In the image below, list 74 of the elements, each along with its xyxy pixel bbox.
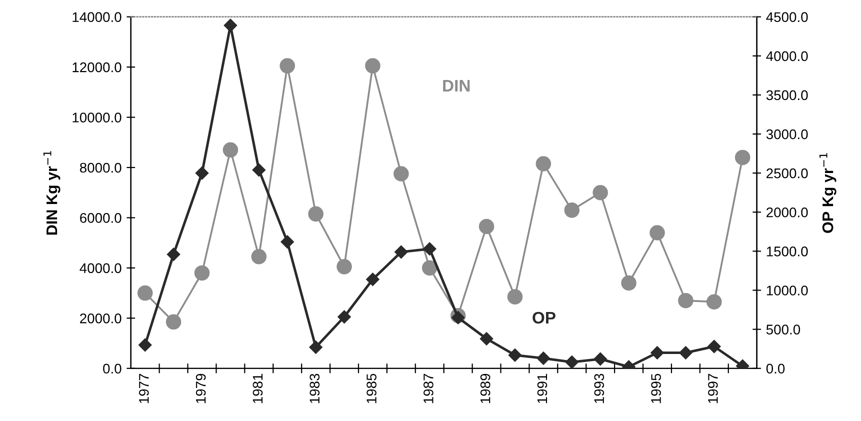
- point: [252, 163, 266, 177]
- x-tick-label: 1981: [252, 374, 263, 404]
- y2-tick-label: 500.0: [766, 324, 800, 334]
- point: [166, 314, 182, 330]
- y2-tick-label: 3500.0: [766, 90, 808, 100]
- point: [366, 272, 380, 286]
- y-tick-label: 4000.0: [80, 263, 122, 274]
- point: [194, 265, 210, 281]
- point: [309, 340, 322, 354]
- point: [678, 292, 694, 308]
- y2-tick-label: 2500.0: [766, 168, 808, 178]
- point: [222, 142, 238, 158]
- y2-tick-label: 4000.0: [766, 51, 808, 62]
- x-tick-label: 1989: [480, 374, 490, 404]
- point: [394, 166, 409, 182]
- y2-axis-title: OP Kg yr$^{−1}$: [819, 153, 836, 233]
- y-tick-label: 14000.0: [72, 12, 122, 22]
- x-tick-label: 1991: [537, 374, 548, 404]
- x-tick-label: 1985: [366, 374, 376, 404]
- y2-tick-label: 4500.0: [766, 12, 808, 22]
- point: [478, 218, 494, 234]
- point: [650, 225, 665, 240]
- point: [564, 202, 580, 218]
- point: [592, 184, 608, 200]
- point: [621, 275, 636, 291]
- point: [451, 311, 465, 324]
- point: [308, 206, 324, 222]
- point: [423, 242, 436, 256]
- point: [650, 346, 664, 360]
- x-tick-label: 1979: [196, 374, 206, 404]
- point: [251, 249, 267, 264]
- x-tick-label: 1983: [310, 374, 320, 404]
- point: [338, 310, 351, 324]
- point: [394, 245, 408, 259]
- point: [280, 235, 294, 248]
- x-tick-label: 1977: [138, 374, 149, 404]
- point: [280, 58, 295, 74]
- y2-tick-label: 2000.0: [766, 207, 808, 218]
- point: [708, 340, 721, 354]
- point: [508, 348, 522, 362]
- point: [336, 259, 352, 274]
- point: [679, 346, 692, 360]
- point: [536, 352, 550, 365]
- y2-tick-label: 1000.0: [766, 286, 808, 296]
- point: [480, 332, 494, 346]
- text: DIN: [443, 80, 470, 92]
- y-tick-label: 6000.0: [80, 213, 122, 223]
- y-tick-label: 8000.0: [80, 162, 122, 173]
- series-label: OP: [532, 312, 556, 324]
- point: [734, 150, 750, 166]
- point: [706, 294, 722, 310]
- point: [565, 356, 578, 368]
- y2-tick-label: 1500.0: [766, 246, 808, 256]
- point: [422, 260, 438, 276]
- point: [138, 338, 152, 352]
- y-tick-label: 2000.0: [80, 313, 122, 324]
- point: [536, 156, 552, 172]
- x-tick-label: 1997: [708, 374, 718, 404]
- x-tick-label: 1995: [651, 374, 661, 404]
- point: [195, 166, 209, 180]
- point: [137, 285, 153, 301]
- y-axis-title: DIN Kg yr$^{−1}$: [43, 151, 60, 235]
- point: [365, 58, 380, 74]
- point: [166, 248, 180, 261]
- y2-tick-label: 3000.0: [766, 129, 808, 140]
- point: [507, 289, 523, 304]
- x-tick-label: 1993: [594, 374, 604, 404]
- y-tick-label: 12000.0: [72, 62, 122, 72]
- x-tick-label: 1987: [424, 374, 434, 404]
- point: [594, 352, 607, 366]
- y-tick-label: 10000.0: [72, 112, 122, 122]
- point: [224, 18, 238, 32]
- y-tick-label: 0.0: [103, 364, 122, 374]
- y2-tick-label: 0.0: [766, 364, 785, 374]
